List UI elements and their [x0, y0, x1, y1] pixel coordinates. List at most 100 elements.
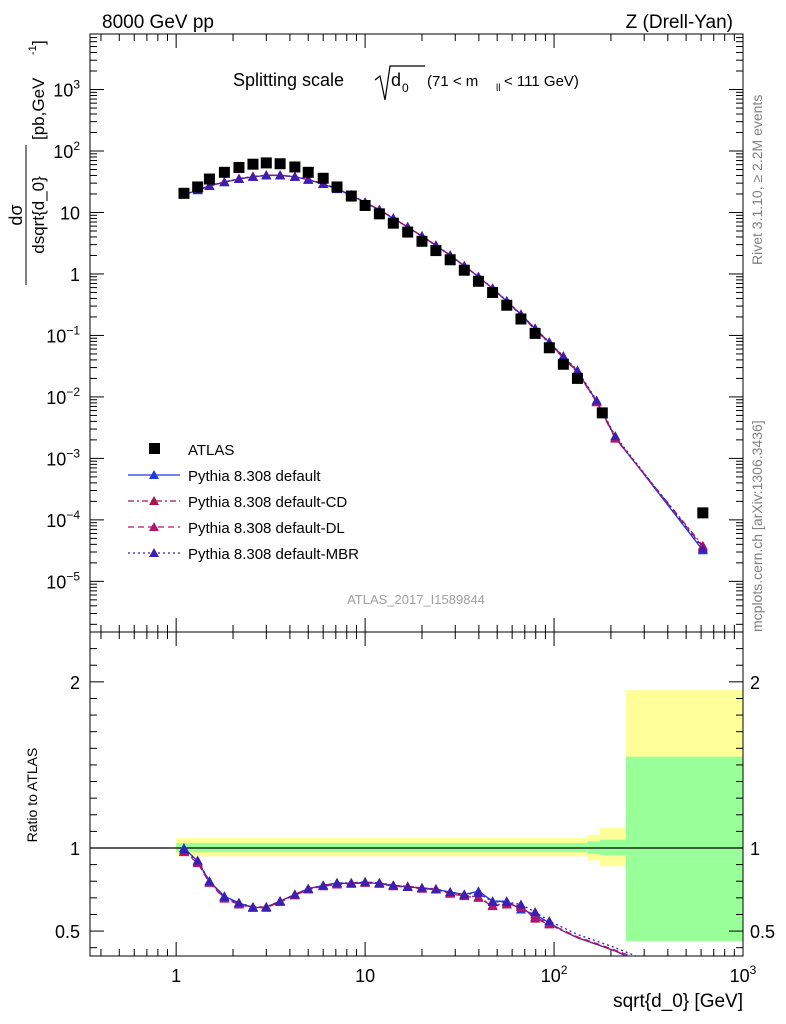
- marker-ratio-mbr: [346, 877, 357, 887]
- marker-ratio-mbr: [192, 855, 203, 865]
- plot-title: Splitting scale d 0 (71 < m ll < 111 GeV…: [233, 65, 579, 101]
- marker-atlas: [557, 358, 569, 370]
- marker-atlas: [444, 254, 456, 266]
- ytick-label-ratio: 1: [70, 839, 80, 859]
- curve-top-cd: [183, 174, 704, 547]
- marker-atlas: [233, 161, 245, 173]
- marker-ratio-mbr: [544, 916, 555, 926]
- marker-ratio-mbr: [374, 877, 385, 887]
- marker-top-mbr: [247, 171, 258, 181]
- marker-ratio-mbr: [445, 887, 456, 897]
- ytick-label-top: 1: [70, 265, 80, 285]
- marker-top-mbr: [572, 365, 583, 375]
- marker-atlas: [515, 313, 527, 325]
- marker-atlas: [529, 327, 541, 339]
- marker-atlas: [192, 181, 204, 193]
- marker-top-mbr: [233, 173, 244, 183]
- legend-marker-default: [149, 470, 159, 479]
- marker-top-mbr: [591, 395, 602, 405]
- marker-atlas: [345, 190, 357, 202]
- marker-ratio-mbr: [360, 877, 371, 887]
- marker-atlas: [331, 181, 343, 193]
- ratio-panel-frame: [89, 631, 744, 957]
- band-stat-3: [625, 756, 743, 942]
- marker-top-mbr: [697, 543, 708, 553]
- plot-title-main: Splitting scale: [233, 70, 344, 90]
- marker-atlas: [289, 161, 301, 173]
- xtick-label: 10: [355, 966, 375, 986]
- marker-top-mbr: [261, 170, 272, 180]
- ylabel-top-unit-sup: -1: [27, 45, 39, 55]
- ylabel-top-numerator: dσ: [6, 204, 26, 225]
- ylabel-top-unit: [pb,GeV: [29, 77, 48, 140]
- marker-atlas: [472, 275, 484, 287]
- marker-atlas: [487, 286, 499, 298]
- marker-atlas: [247, 158, 259, 170]
- marker-atlas: [571, 372, 583, 384]
- xtick-label: 103: [730, 963, 757, 986]
- marker-ratio-dl: [530, 911, 541, 921]
- plot-title-sqrt-sub: 0: [402, 81, 409, 95]
- marker-ratio-mbr: [473, 887, 484, 897]
- ytick-label-top: 103: [53, 78, 80, 101]
- ytick-label-top: 10−1: [46, 323, 80, 346]
- axis-ticks: [90, 33, 744, 956]
- marker-atlas: [387, 217, 399, 229]
- marker-atlas: [203, 173, 215, 185]
- ytick-label-ratio-right: 2: [750, 673, 760, 693]
- marker-atlas: [543, 342, 555, 354]
- legend-label-atlas: ATLAS: [188, 442, 234, 459]
- legend-label-default: Pythia 8.308 default: [188, 468, 321, 485]
- plot-title-sqrt-symbol: d: [391, 70, 401, 90]
- plot-title-range-close: < 111 GeV): [504, 73, 579, 90]
- marker-top-mbr: [219, 177, 230, 187]
- rivet-label: Rivet 3.1.10, ≥ 2.2M events: [749, 95, 765, 265]
- ytick-label-ratio: 0.5: [55, 922, 80, 942]
- ylabel-top: dσ dsqrt{d_0} [pb,GeV -1 ]: [6, 40, 48, 285]
- marker-ratio-mbr: [219, 892, 230, 902]
- marker-ratio-mbr: [430, 884, 441, 894]
- ytick-label-ratio: 2: [70, 673, 80, 693]
- curve-top-dl: [183, 174, 704, 548]
- marker-ratio-mbr: [331, 877, 342, 887]
- marker-ratio-mbr: [303, 883, 314, 893]
- legend-marker-dl: [149, 522, 159, 531]
- marker-atlas: [302, 166, 314, 178]
- ylabel-ratio: Ratio to ATLAS: [24, 748, 40, 843]
- xlabel: sqrt{d_0} [GeV]: [613, 991, 743, 1012]
- marker-top-mbr: [275, 170, 286, 180]
- xtick-label: 1: [171, 966, 181, 986]
- marker-top-mbr: [289, 171, 300, 181]
- marker-atlas: [501, 299, 513, 311]
- marker-ratio-dl: [473, 892, 484, 902]
- marker-ratio-mbr: [247, 901, 258, 911]
- marker-atlas: [373, 208, 385, 220]
- sqrt-sign: [374, 65, 425, 101]
- ytick-label-ratio-right: 1: [750, 839, 760, 859]
- marker-ratio-mbr: [501, 897, 512, 906]
- header-right: Z (Drell-Yan): [626, 12, 733, 33]
- marker-atlas: [359, 199, 371, 211]
- legend-label-mbr: Pythia 8.308 default-MBR: [188, 546, 359, 563]
- marker-atlas: [178, 187, 190, 199]
- marker-atlas: [260, 157, 272, 169]
- marker-ratio-mbr: [204, 876, 215, 886]
- legend-marker-atlas: [149, 443, 160, 454]
- marker-top-mbr: [303, 174, 314, 184]
- marker-atlas: [596, 407, 608, 419]
- data-markers: [178, 157, 709, 929]
- marker-atlas: [317, 172, 329, 184]
- marker-atlas: [218, 166, 230, 178]
- marker-ratio-mbr: [289, 889, 300, 899]
- marker-atlas: [402, 226, 414, 238]
- legend-label-dl: Pythia 8.308 default-DL: [188, 520, 345, 537]
- curve-top-mbr: [183, 174, 704, 550]
- marker-ratio-mbr: [388, 880, 399, 890]
- ylabel-top-denominator: dsqrt{d_0}: [29, 176, 48, 254]
- header-left: 8000 GeV pp: [102, 12, 214, 33]
- marker-top-mbr: [204, 180, 215, 190]
- plot-title-range-open: (71 < m: [427, 73, 478, 90]
- legend: ATLAS Pythia 8.308 default Pythia 8.308 de…: [128, 442, 359, 563]
- marker-ratio-mbr: [515, 899, 526, 909]
